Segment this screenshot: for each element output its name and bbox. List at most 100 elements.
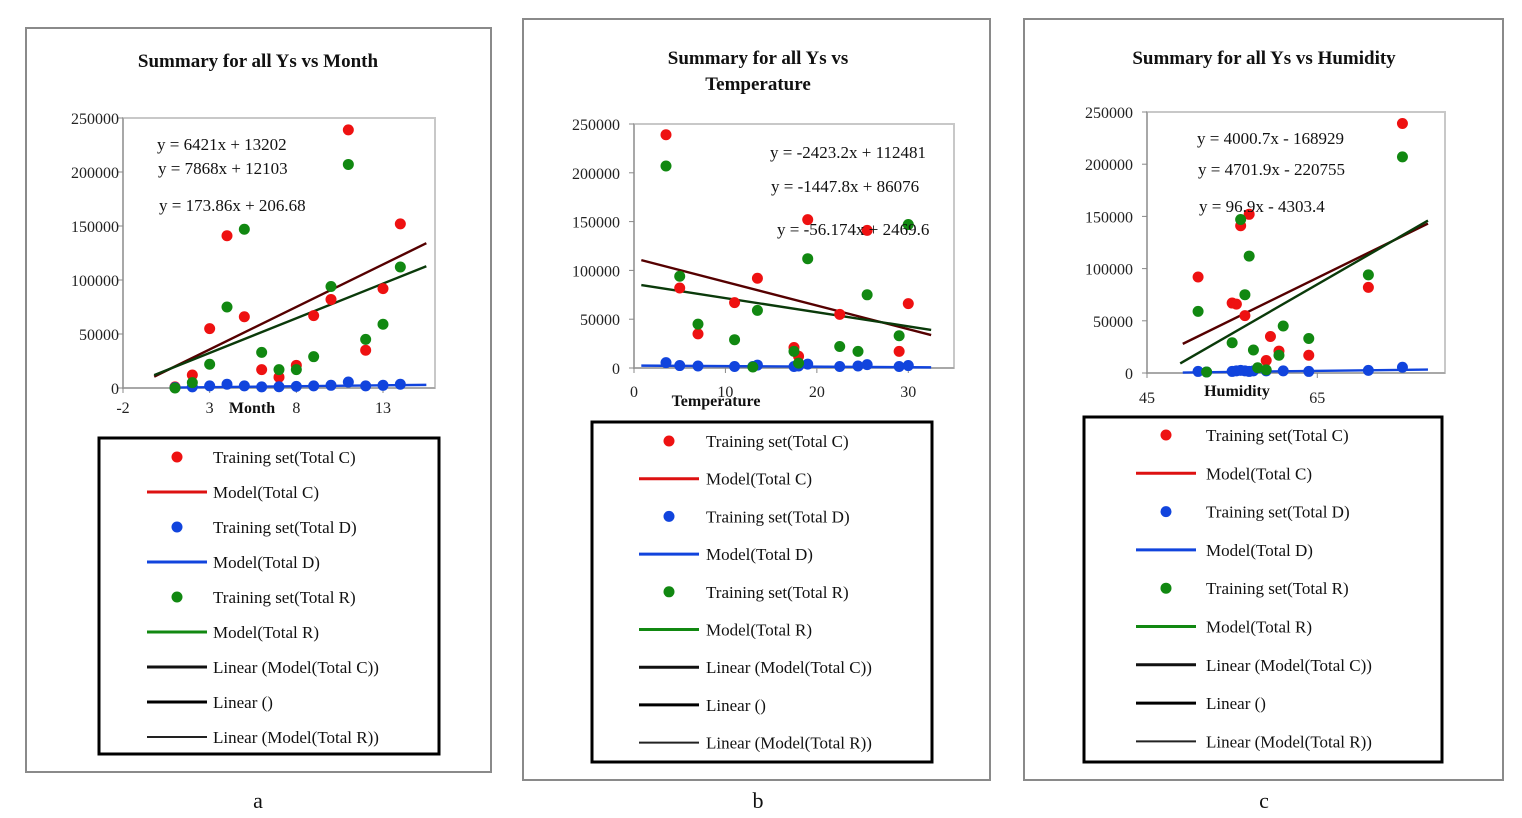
point-training-set-total-c [660,129,672,141]
point-training-set-total-r [1192,305,1204,317]
legend-label: Linear (Model(Total C)) [213,658,379,677]
trendline-equation: y = -1447.8x + 86076 [771,177,919,196]
point-training-set-total-r [1239,289,1251,301]
point-training-set-total-r [1235,214,1247,226]
panel-label-a: a [253,788,263,813]
chart-panel-c: Summary for all Ys vs Humidity 0 50000 1000… [1023,18,1504,781]
point-training-set-total-r [1396,151,1408,163]
y-tick-label: 200000 [1085,157,1133,174]
point-training-set-total-c [1303,349,1315,361]
point-training-set-total-c [902,298,914,310]
point-training-set-total-r [1303,333,1315,345]
panel-label-b: b [752,788,764,813]
legend-label: Linear () [706,696,766,715]
point-training-set-total-d [377,379,389,391]
y-tick-label: 250000 [71,111,119,128]
x-axis-label: Month [229,400,275,417]
legend-marker [663,510,675,522]
point-training-set-total-r [893,330,905,342]
point-training-set-total-d [342,376,354,388]
x-tick-label: 3 [206,400,214,417]
y-tick-label: 100000 [572,263,620,280]
y-tick-label: 150000 [1085,209,1133,226]
point-training-set-total-d [1303,365,1315,377]
point-training-set-total-r [273,364,285,376]
point-training-set-total-r [788,345,800,357]
x-tick-label: 8 [292,400,300,417]
point-training-set-total-d [1192,365,1204,377]
y-tick-label: 50000 [580,312,620,329]
point-training-set-total-r [802,253,814,265]
point-training-set-total-r [861,289,873,301]
legend-label: Training set(Total R) [1206,579,1349,598]
trendline-equation: y = 4701.9x - 220755 [1198,160,1345,179]
point-training-set-total-c [360,344,372,356]
point-training-set-total-r [204,358,216,370]
legend-label: Model(Total C) [1206,464,1312,483]
point-training-set-total-r [1201,366,1213,378]
point-training-set-total-r [169,382,181,394]
x-axis-label: Humidity [1204,383,1270,400]
point-training-set-total-r [692,318,704,330]
point-training-set-total-r [1252,362,1264,374]
point-training-set-total-r [238,223,250,235]
point-training-set-total-c [674,282,686,294]
point-training-set-total-c [1362,281,1374,293]
point-training-set-total-r [325,280,337,292]
legend-label: Training set(Total C) [213,448,356,467]
chart-title: Summary for all Ys vs Month [138,51,379,72]
point-training-set-total-d [852,360,864,372]
point-training-set-total-d [729,361,741,373]
y-tick-label: 100000 [71,273,119,290]
point-training-set-total-c [186,369,198,381]
point-training-set-total-d [273,381,285,393]
point-training-set-total-d [308,380,320,392]
point-training-set-total-c [692,328,704,340]
legend-marker [1160,506,1172,518]
y-tick-label: 250000 [572,117,620,134]
point-training-set-total-d [290,380,302,392]
x-tick-label: 65 [1309,390,1325,407]
legend-label: Model(Total R) [213,623,319,642]
legend-marker [1160,429,1172,441]
point-training-set-total-c [1243,208,1255,220]
point-training-set-total-r [377,318,389,330]
point-training-set-total-c [394,218,406,230]
point-training-set-total-c [1396,117,1408,129]
legend-label: Model(Total R) [1206,618,1312,637]
trendline-total-d [641,364,932,369]
chart-panel-a: Summary for all Ys vs Month 0 50000 100000 1… [25,27,492,773]
legend-label: Model(Total D) [213,553,320,572]
point-training-set-total-c [377,283,389,295]
point-training-set-total-r [1362,269,1374,281]
y-tick-label: 250000 [1085,105,1133,122]
point-training-set-total-d [834,361,846,373]
point-training-set-total-r [793,357,805,369]
point-training-set-total-d [802,358,814,370]
y-tick-label: 100000 [1085,262,1133,279]
point-training-set-total-c [238,311,250,323]
x-tick-label: -2 [116,400,129,417]
point-training-set-total-c [256,364,268,376]
point-training-set-total-r [342,158,354,170]
point-training-set-total-r [751,304,763,316]
point-training-set-total-d [325,379,337,391]
legend-label: Training set(Total R) [706,583,849,602]
x-tick-label: 30 [900,384,916,401]
point-training-set-total-r [902,219,914,231]
point-training-set-total-r [747,361,759,373]
y-tick-label: 200000 [71,165,119,182]
x-tick-label: 45 [1139,390,1155,407]
legend-label: Training set(Total R) [213,588,356,607]
x-tick-label: 10 [717,384,733,401]
legend-label: Linear () [1206,694,1266,713]
point-training-set-total-r [394,261,406,273]
point-training-set-total-d [238,380,250,392]
point-training-set-total-c [325,293,337,305]
chart-svg-a: Summary for all Ys vs Month 0 50000 100000 1… [71,51,441,756]
y-tick-label: 0 [612,361,620,378]
trendline-total-r [1179,219,1429,365]
y-tick-label: 50000 [79,327,119,344]
point-training-set-total-c [1264,330,1276,342]
point-training-set-total-d [861,359,873,371]
